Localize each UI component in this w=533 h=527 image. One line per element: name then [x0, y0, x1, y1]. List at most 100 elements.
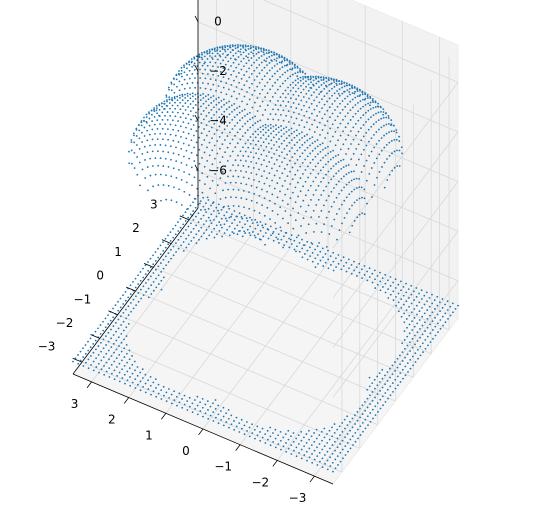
scatter-point [167, 128, 169, 130]
scatter-point [128, 349, 131, 352]
scatter-point [149, 257, 152, 260]
scatter-point [200, 113, 203, 115]
scatter-point [436, 295, 439, 298]
scatter-point [417, 357, 419, 360]
scatter-point [208, 225, 210, 228]
scatter-point [367, 102, 369, 105]
scatter-point [223, 128, 226, 131]
scatter-point [249, 136, 252, 138]
scatter-point [201, 58, 204, 61]
scatter-point [389, 293, 392, 296]
scatter-point [275, 124, 277, 127]
scatter-point [373, 146, 375, 149]
scatter-point [329, 465, 332, 467]
scatter-point [169, 133, 172, 136]
scatter-point [163, 394, 165, 397]
scatter-point [357, 119, 360, 122]
scatter-point [245, 217, 248, 220]
scatter-point [258, 57, 260, 59]
scatter-point [261, 69, 263, 72]
x-tick-label: 0 [182, 444, 190, 458]
scatter-point [175, 251, 178, 253]
scatter-point [159, 244, 162, 247]
scatter-point [406, 353, 409, 356]
scatter-point [142, 377, 144, 379]
scatter-point [199, 202, 201, 205]
scatter-point [131, 381, 134, 384]
scatter-point [242, 164, 245, 167]
scatter-point [254, 236, 257, 239]
scatter-point [268, 49, 270, 52]
scatter-point [327, 152, 329, 155]
scatter-point [136, 374, 139, 377]
scatter-point [413, 325, 416, 328]
scatter-point [195, 154, 198, 157]
scatter-point [219, 224, 222, 226]
scatter-point [277, 131, 280, 134]
scatter-point [166, 100, 169, 103]
scatter-point [213, 47, 216, 50]
scatter-point [306, 146, 309, 149]
scatter-point [243, 84, 246, 87]
scatter-point [214, 61, 217, 64]
scatter-point [352, 126, 355, 129]
scatter-point [376, 375, 379, 378]
scatter-point [318, 121, 321, 124]
scatter-point [203, 118, 205, 121]
scatter-point [426, 309, 429, 311]
scatter-point [260, 144, 262, 147]
scatter-point [311, 453, 313, 455]
scatter-point [238, 72, 240, 74]
scatter-point [265, 52, 268, 55]
scatter-point [319, 143, 322, 146]
scatter-point [332, 175, 335, 178]
scatter-point [286, 77, 289, 80]
scatter-point [374, 278, 376, 281]
scatter-point [358, 197, 361, 200]
scatter-point [289, 214, 292, 217]
scatter-point [153, 110, 156, 113]
scatter-point [348, 231, 351, 234]
scatter-point [163, 100, 166, 103]
scatter-point [339, 434, 341, 437]
scatter-point [190, 128, 193, 131]
scatter-point [110, 328, 112, 331]
scatter-point [282, 246, 284, 249]
scatter-point [198, 136, 201, 139]
scatter-point [162, 241, 164, 243]
scatter-point [207, 98, 210, 101]
scatter-point [284, 89, 287, 92]
scatter-point [158, 115, 161, 118]
scatter-point [261, 78, 264, 81]
scatter-point [241, 100, 243, 103]
scatter-point [320, 76, 322, 79]
scatter-point [284, 79, 287, 82]
scatter-point [153, 123, 156, 126]
scatter-point [418, 301, 421, 304]
scatter-point [359, 90, 361, 92]
scatter-point [420, 298, 423, 300]
scatter-point [237, 154, 239, 157]
scatter-point [237, 56, 240, 58]
scatter-point [377, 119, 380, 122]
scatter-point [268, 199, 271, 202]
scatter-point [128, 150, 130, 153]
scatter-point [209, 78, 212, 80]
scatter-point [267, 438, 269, 441]
scatter-point [408, 323, 411, 326]
scatter-point [276, 63, 279, 65]
scatter-point [223, 232, 226, 235]
scatter-point [301, 238, 303, 241]
scatter-point [278, 242, 280, 244]
scatter-point [95, 348, 97, 351]
scatter-point [338, 180, 340, 183]
scatter-point [281, 185, 284, 187]
scatter-point [273, 144, 275, 146]
scatter-point [186, 95, 189, 97]
scatter-point [350, 179, 353, 182]
scatter-point [340, 189, 343, 192]
scatter-point [199, 77, 202, 79]
scatter-point [327, 170, 330, 173]
scatter-point [123, 356, 126, 358]
scatter-point [295, 446, 298, 449]
